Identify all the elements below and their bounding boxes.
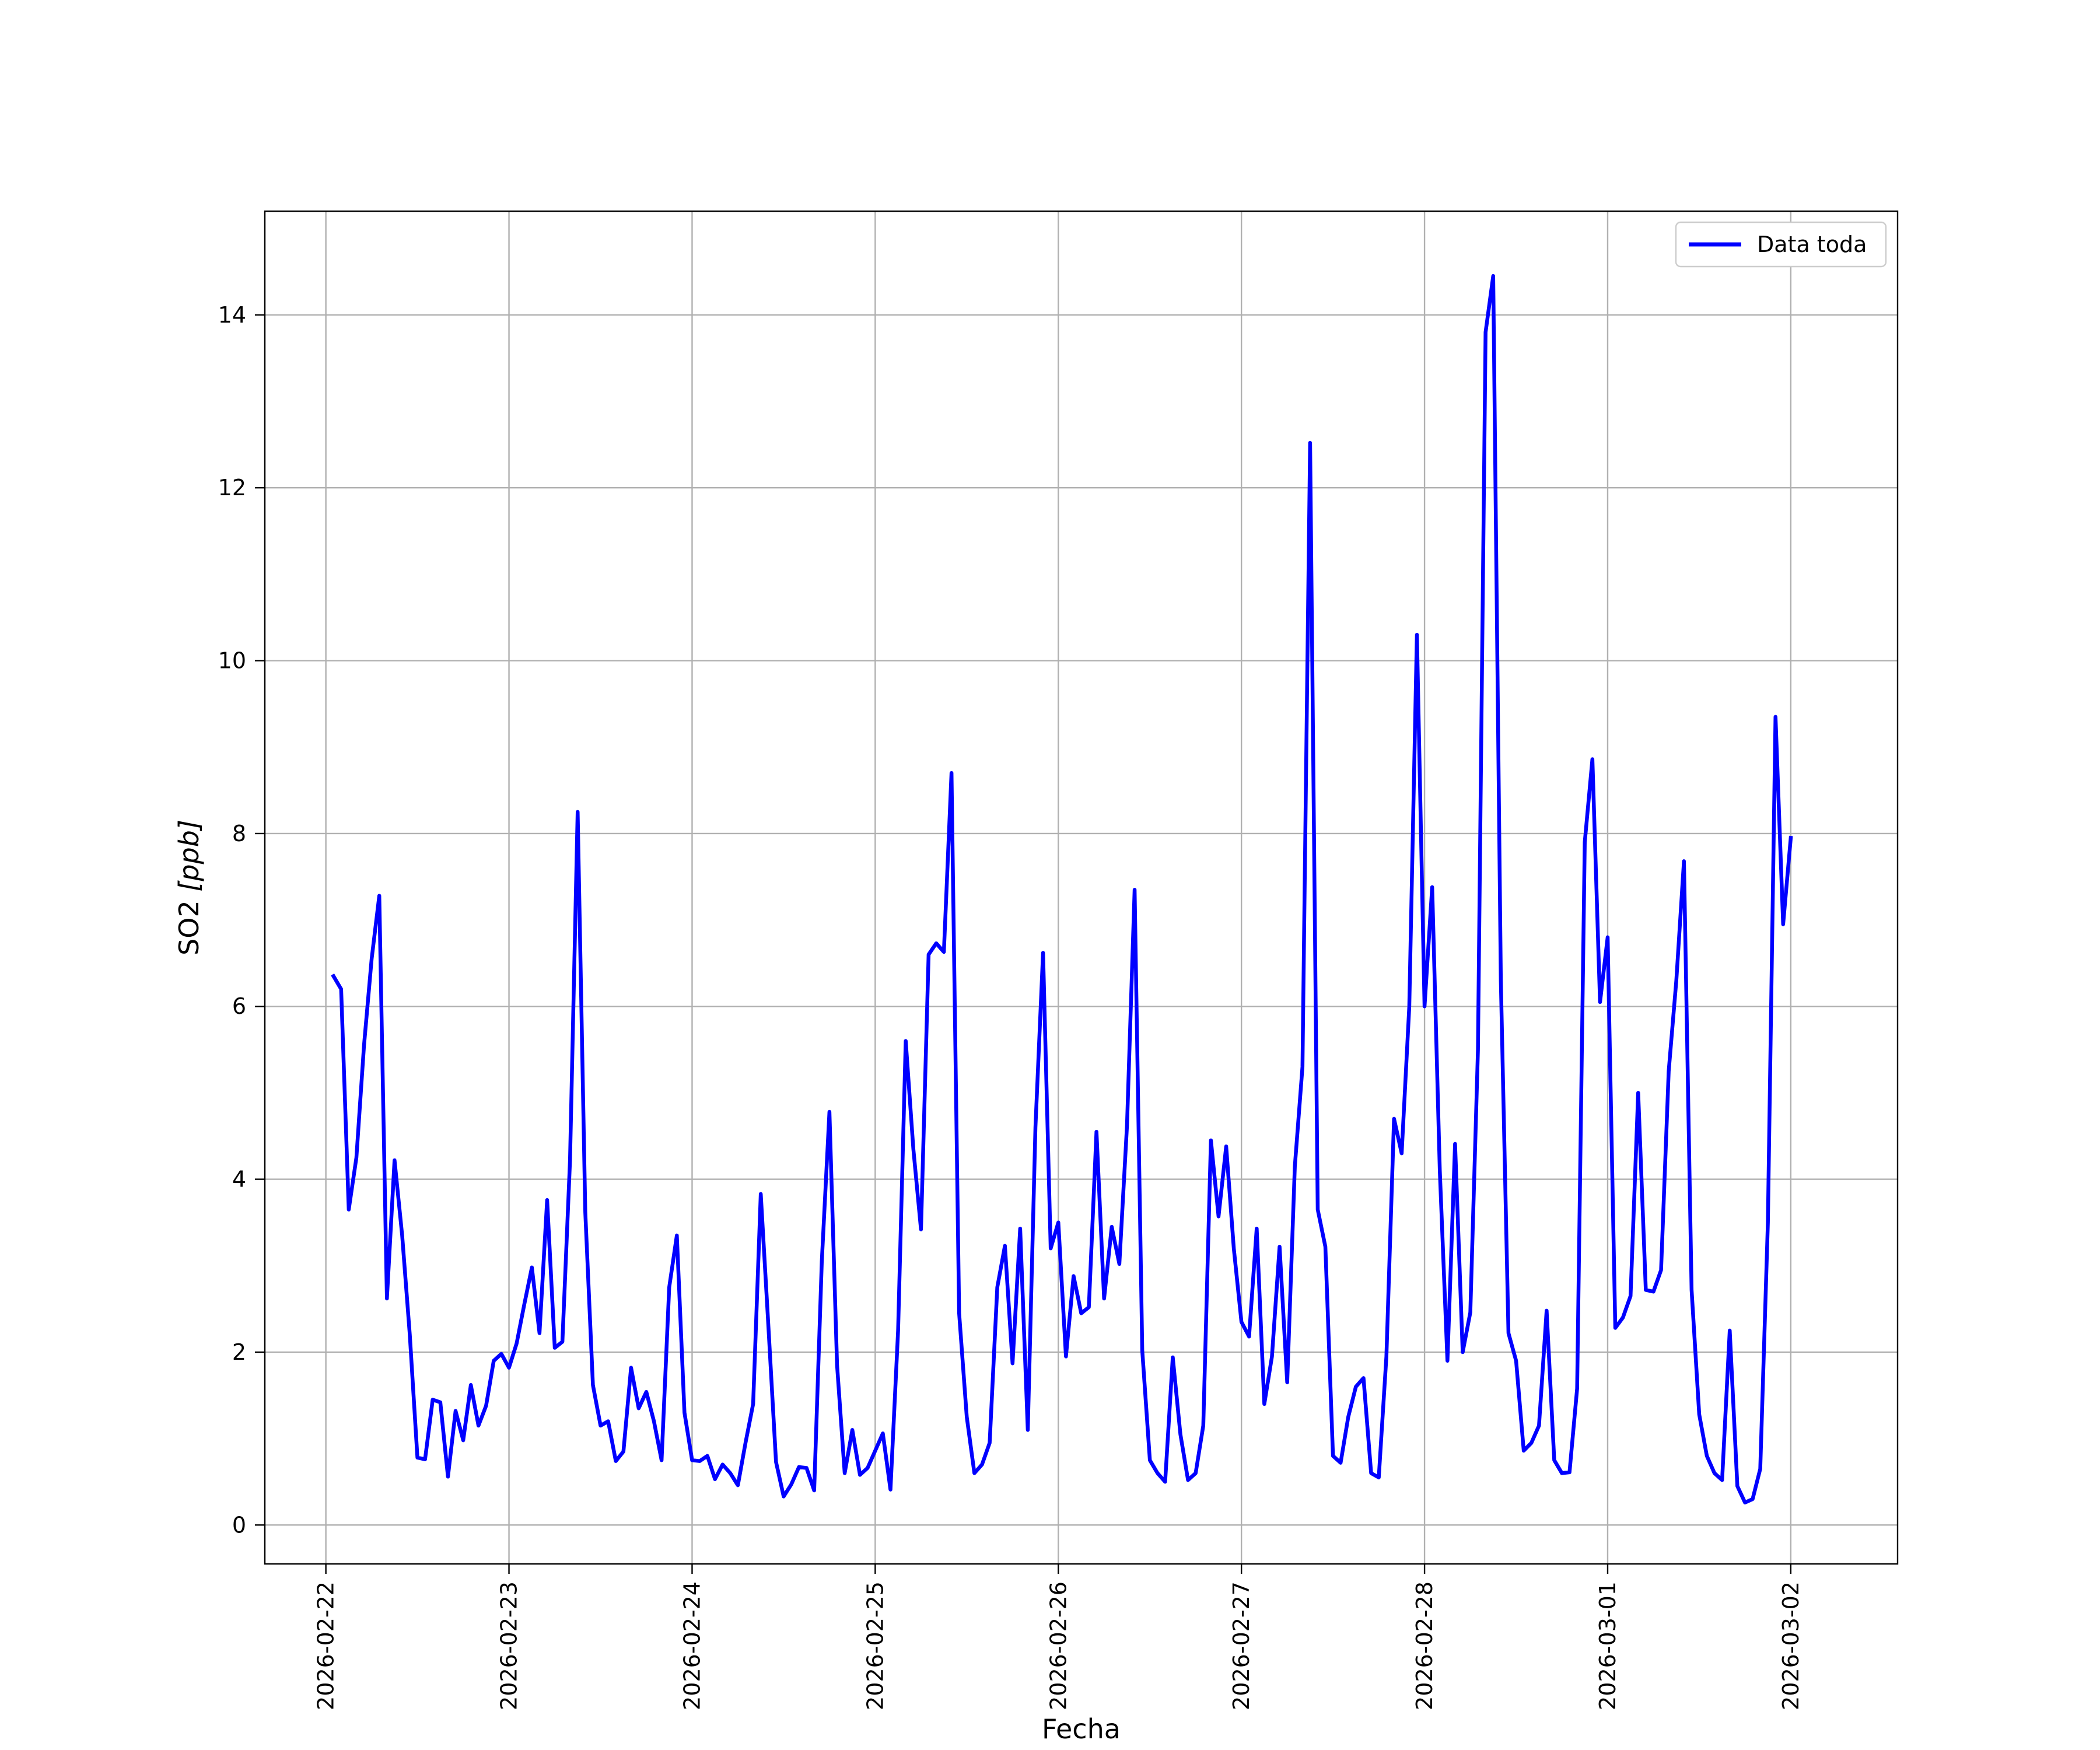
y-tick-label: 10 (218, 648, 246, 674)
y-tick-label: 0 (232, 1512, 246, 1538)
y-axis-label-unit: [ppb] (173, 820, 205, 892)
legend-label-data-toda: Data toda (1757, 232, 1867, 257)
x-tick-label: 2026-03-01 (1595, 1581, 1620, 1710)
x-tick-label: 2026-02-25 (862, 1581, 888, 1710)
x-tick-label: 2026-02-26 (1045, 1581, 1071, 1710)
x-tick-label: 2026-02-24 (679, 1581, 705, 1710)
plot-lines (331, 274, 1793, 1505)
x-tick-label: 2026-02-27 (1228, 1581, 1254, 1710)
gridlines (265, 211, 1898, 1564)
y-tick-label: 4 (232, 1167, 246, 1192)
axis-ticks: 2026-02-22 2026-02-23 2026-02-24 2026-02-25… (218, 302, 1804, 1710)
x-tick-label: 2026-02-22 (313, 1581, 339, 1710)
y-axis-label-name: SO2 (173, 892, 205, 956)
x-tick-label: 2026-02-23 (496, 1581, 522, 1710)
y-tick-label: 6 (232, 993, 246, 1019)
plot-area-frame (264, 210, 1899, 1565)
y-tick-label: 2 (232, 1339, 246, 1365)
y-axis-label: SO2 [ppb] (173, 820, 205, 956)
legend-box (1675, 221, 1887, 268)
y-tick-label: 12 (218, 475, 246, 501)
y-tick-label: 14 (218, 302, 246, 328)
x-axis-label: Fecha (1042, 1713, 1121, 1745)
series-line-data-toda (331, 274, 1793, 1505)
x-tick-label: 2026-02-28 (1412, 1581, 1437, 1710)
y-tick-label: 8 (232, 821, 246, 846)
legend: Data toda (1675, 221, 1887, 268)
x-tick-label: 2026-03-02 (1778, 1581, 1804, 1710)
